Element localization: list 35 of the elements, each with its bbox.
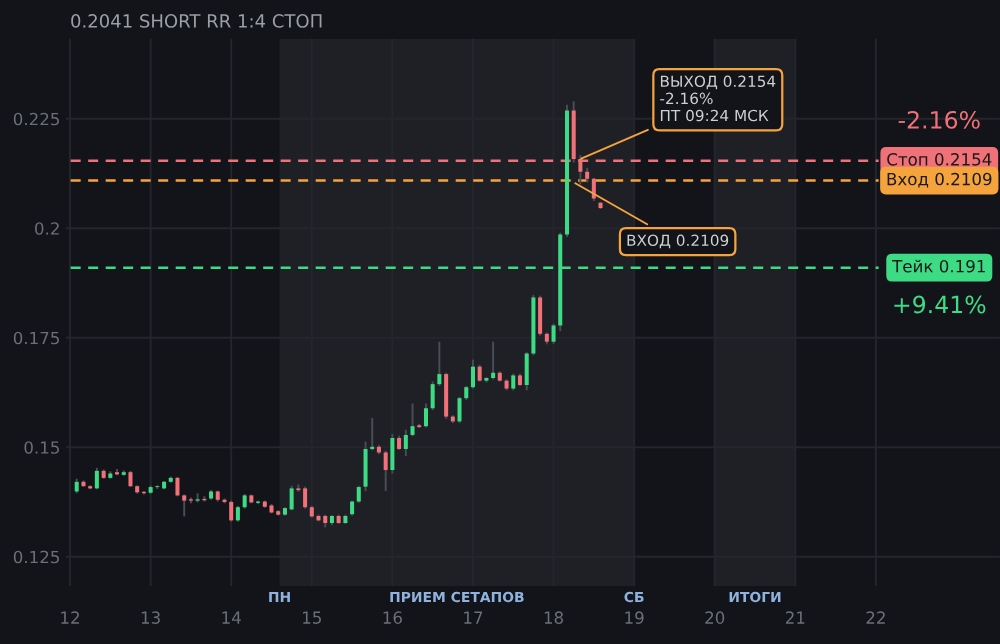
y-tick-label: 0.15 bbox=[24, 441, 59, 454]
candlestick bbox=[175, 476, 180, 498]
x-tick-label: 21 bbox=[785, 611, 805, 624]
y-tick-label: 0.175 bbox=[13, 331, 59, 345]
candlestick bbox=[383, 449, 388, 492]
ref-line-label: Тейк 0.191 bbox=[892, 259, 985, 273]
x-tick-label: 12 bbox=[61, 611, 79, 624]
x-tick-label: 14 bbox=[222, 611, 241, 624]
candlestick bbox=[423, 402, 428, 429]
y-tick-label: 0.225 bbox=[13, 112, 59, 126]
candlestick bbox=[538, 294, 543, 337]
candlestick bbox=[289, 484, 294, 512]
candlestick bbox=[229, 499, 234, 523]
x-tick-label: 15 bbox=[303, 611, 321, 624]
annotation: -2.16% bbox=[898, 110, 980, 129]
candlestick bbox=[403, 428, 408, 457]
candlestick bbox=[491, 340, 496, 381]
chart-title: 0.2041 SHORT RR 1:4 СТОП bbox=[71, 14, 322, 28]
candlestick bbox=[303, 485, 308, 510]
candlestick bbox=[444, 371, 449, 420]
x-tick-label: 19 bbox=[625, 611, 644, 624]
ref-line-label: Стоп 0.2154 bbox=[887, 153, 992, 166]
ref-line-label: Вход 0.2109 bbox=[887, 172, 992, 188]
y-tick-label: 0.125 bbox=[13, 550, 59, 564]
x-tick-label: 17 bbox=[464, 611, 483, 624]
x-tick-label: 16 bbox=[383, 611, 402, 624]
y-tick-label: 0.2 bbox=[35, 222, 59, 235]
x-tick-label: 18 bbox=[544, 611, 564, 624]
x-tick-label: 13 bbox=[141, 611, 160, 624]
x-tick-label: 20 bbox=[705, 611, 725, 624]
annotation: +9.41% bbox=[894, 295, 986, 314]
candlestick bbox=[410, 402, 415, 438]
candlestick bbox=[94, 466, 99, 491]
candlestick bbox=[470, 358, 475, 390]
x-tick-label: 22 bbox=[866, 611, 885, 624]
